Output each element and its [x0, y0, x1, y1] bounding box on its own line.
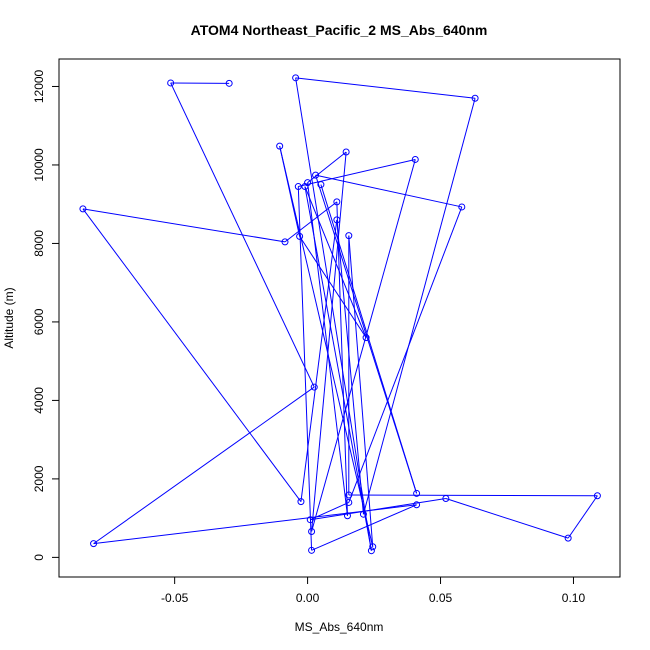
data-point: [564, 534, 572, 542]
data-point: [345, 491, 353, 499]
series-segment: [336, 201, 348, 516]
series-segment: [311, 504, 417, 551]
series-segment: [82, 208, 286, 243]
data-point: [333, 198, 341, 206]
data-point: [167, 79, 175, 87]
y-axis-label: Altitude (m): [2, 287, 16, 348]
data-point: [90, 540, 98, 548]
data-point: [413, 501, 421, 509]
chart-title: ATOM4 Northeast_Pacific_2 MS_Abs_640nm: [191, 22, 488, 38]
series-segment: [93, 386, 315, 545]
series-segment: [348, 494, 598, 497]
data-point: [413, 489, 421, 497]
data-point: [593, 492, 601, 500]
data-point: [294, 183, 302, 191]
series-segment: [297, 186, 313, 551]
series-segment: [310, 498, 446, 521]
data-point: [79, 205, 87, 213]
x-axis: -0.05 0.00 0.05 0.10: [161, 576, 586, 605]
x-tick-label: 0.10: [562, 591, 586, 605]
plot-frame: [58, 58, 621, 578]
y-tick-label: 4000: [32, 387, 46, 414]
data-point: [367, 547, 375, 555]
series-segment: [336, 219, 364, 515]
data-point: [276, 142, 284, 150]
data-point: [308, 527, 316, 535]
series-points: [79, 74, 601, 555]
series-segment: [82, 208, 302, 502]
series-segment: [445, 498, 569, 539]
series-segment: [362, 98, 476, 515]
data-point: [333, 216, 341, 224]
data-point: [458, 203, 466, 211]
y-tick-label: 12000: [32, 69, 46, 103]
y-tick-label: 8000: [32, 230, 46, 257]
data-point: [308, 546, 316, 554]
data-point: [411, 155, 419, 163]
data-point: [342, 148, 350, 156]
y-axis: 0 2000 4000 6000 8000 10000 12000: [32, 69, 60, 561]
data-point: [345, 498, 353, 506]
series-segment: [315, 174, 462, 208]
data-point: [369, 543, 377, 551]
data-point: [442, 495, 450, 503]
y-tick-label: 6000: [32, 308, 46, 335]
data-point: [306, 516, 314, 524]
data-point: [471, 94, 479, 102]
data-point: [312, 171, 320, 179]
data-point: [359, 510, 367, 518]
series-segment: [311, 151, 347, 532]
x-axis-label: MS_Abs_640nm: [295, 620, 384, 634]
series-segment: [304, 186, 372, 551]
data-point: [296, 232, 304, 240]
series-segment: [567, 495, 598, 539]
series-segment: [298, 158, 416, 188]
data-point: [310, 383, 318, 391]
data-point: [301, 183, 309, 191]
series-lines: [82, 77, 598, 551]
y-tick-label: 0: [32, 554, 46, 561]
data-point: [225, 79, 233, 87]
data-point: [362, 334, 370, 342]
y-tick-label: 2000: [32, 465, 46, 492]
series-segment: [295, 77, 372, 551]
series-segment: [310, 501, 350, 521]
data-point: [343, 512, 351, 520]
data-point: [297, 498, 305, 506]
data-point: [292, 74, 300, 82]
series-segment: [311, 159, 416, 532]
series-segment: [279, 146, 374, 547]
data-point: [345, 232, 353, 240]
series-segment: [295, 77, 476, 99]
series-segment: [300, 219, 338, 502]
series-segment: [348, 206, 463, 503]
data-point: [281, 238, 289, 246]
series-segment: [304, 186, 367, 338]
x-tick-label: -0.05: [161, 591, 189, 605]
x-tick-label: 0.00: [296, 591, 320, 605]
y-tick-label: 10000: [32, 148, 46, 182]
x-tick-label: 0.05: [429, 591, 453, 605]
data-point: [317, 181, 325, 189]
